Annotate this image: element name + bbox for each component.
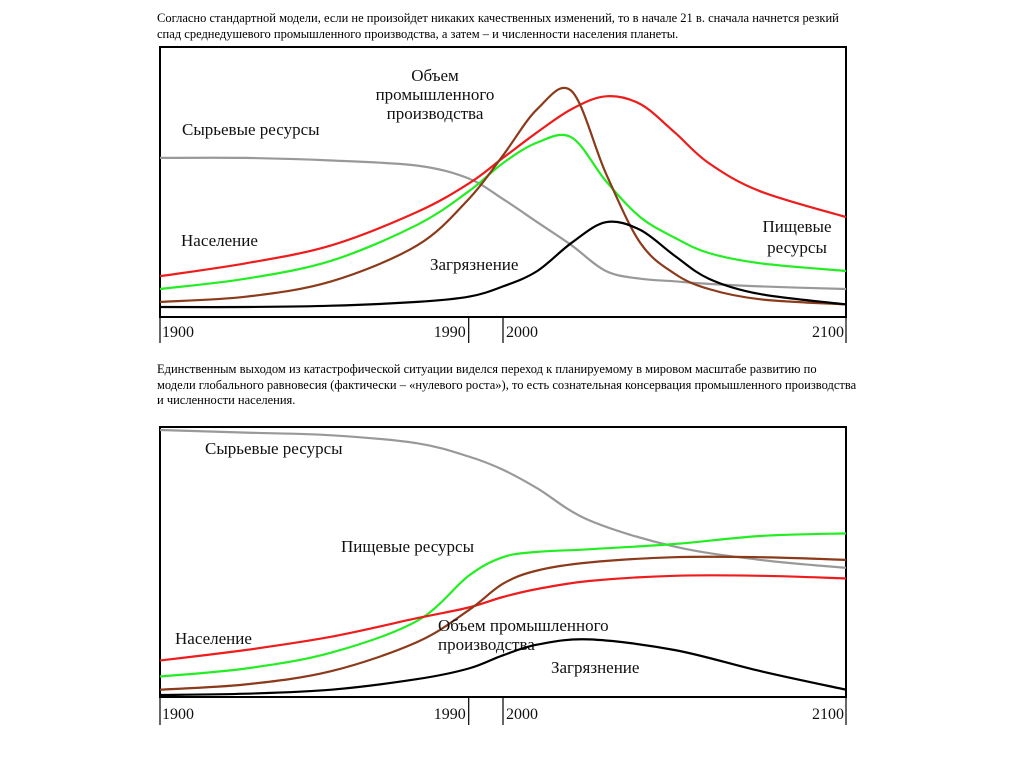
series-label-food: Пищевые ресурсы [341,537,475,556]
series-line-population [159,95,847,278]
series-line-resources [159,428,847,569]
x-tick-label: 1990 [434,324,466,341]
caption-standard-model: Согласно стандартной модели, если не про… [157,11,839,41]
chart-standard-model: 1900 1990 2000 2100 Сырьевые ресурсы Населени… [159,46,847,343]
series-label-population: Население [181,231,258,250]
series-label-population: Население [175,629,252,648]
caption-equilibrium-model: Единственным выходом из катастрофической… [157,362,857,407]
series-label-resources: Сырьевые ресурсы [182,120,320,139]
series-label-industry: Объем промышленного производства [376,66,495,123]
series-label-industry: Объем промышленного производства [438,616,609,654]
series-line-resources [159,156,847,291]
series-label-pollution: Загрязнение [430,255,518,274]
series-line-food [159,133,847,291]
series-line-industry [159,86,847,306]
x-tick-label: 2000 [506,324,538,341]
x-tick-label: 2100 [812,324,844,341]
series-line-industry [159,555,847,691]
series-label-resources: Сырьевые ресурсы [205,439,343,458]
x-tick-label: 2100 [812,706,844,723]
series-label-pollution: Загрязнение [551,658,639,677]
series-line-food [159,532,847,678]
series-line-pollution [159,638,847,697]
x-tick-label: 1900 [162,324,194,341]
series-line-pollution [159,220,847,309]
x-tick-label: 1990 [434,706,466,723]
series-line-population [159,574,847,662]
x-tick-label: 2000 [506,706,538,723]
series-label-food: Пищевые ресурсы [762,217,831,257]
x-tick-label: 1900 [162,706,194,723]
plot-frame [159,426,847,698]
